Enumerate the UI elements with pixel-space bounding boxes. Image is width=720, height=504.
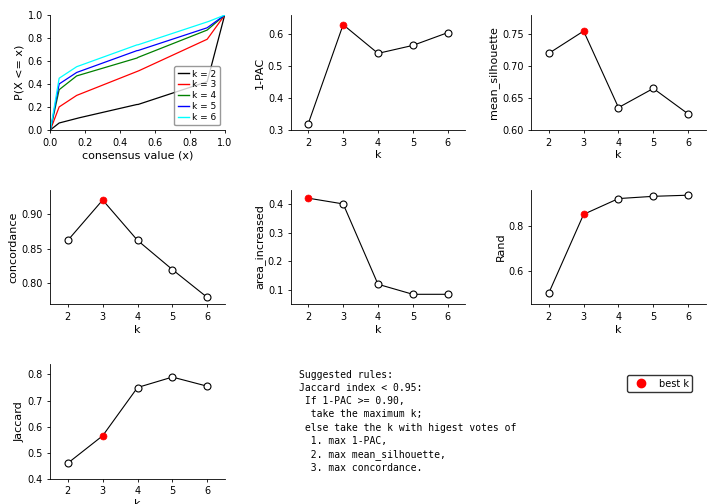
X-axis label: k: k — [134, 325, 141, 335]
Legend: k = 2, k = 3, k = 4, k = 5, k = 6: k = 2, k = 3, k = 4, k = 5, k = 6 — [174, 66, 220, 125]
Y-axis label: Rand: Rand — [495, 233, 505, 261]
Y-axis label: 1-PAC: 1-PAC — [255, 56, 265, 89]
X-axis label: k: k — [374, 150, 382, 160]
Y-axis label: concordance: concordance — [9, 211, 19, 283]
Y-axis label: area_increased: area_increased — [254, 205, 265, 289]
X-axis label: k: k — [374, 325, 382, 335]
Text: Suggested rules:
Jaccard index < 0.95:
 If 1-PAC >= 0.90,
  take the maximum k;
: Suggested rules: Jaccard index < 0.95: I… — [300, 370, 516, 473]
X-axis label: consensus value (x): consensus value (x) — [82, 150, 193, 160]
Y-axis label: mean_silhouette: mean_silhouette — [488, 26, 499, 119]
Y-axis label: Jaccard: Jaccard — [14, 401, 24, 442]
X-axis label: k: k — [615, 325, 622, 335]
X-axis label: k: k — [615, 150, 622, 160]
X-axis label: k: k — [134, 499, 141, 504]
Legend: best k: best k — [627, 374, 693, 393]
Y-axis label: P(X <= x): P(X <= x) — [14, 45, 24, 100]
